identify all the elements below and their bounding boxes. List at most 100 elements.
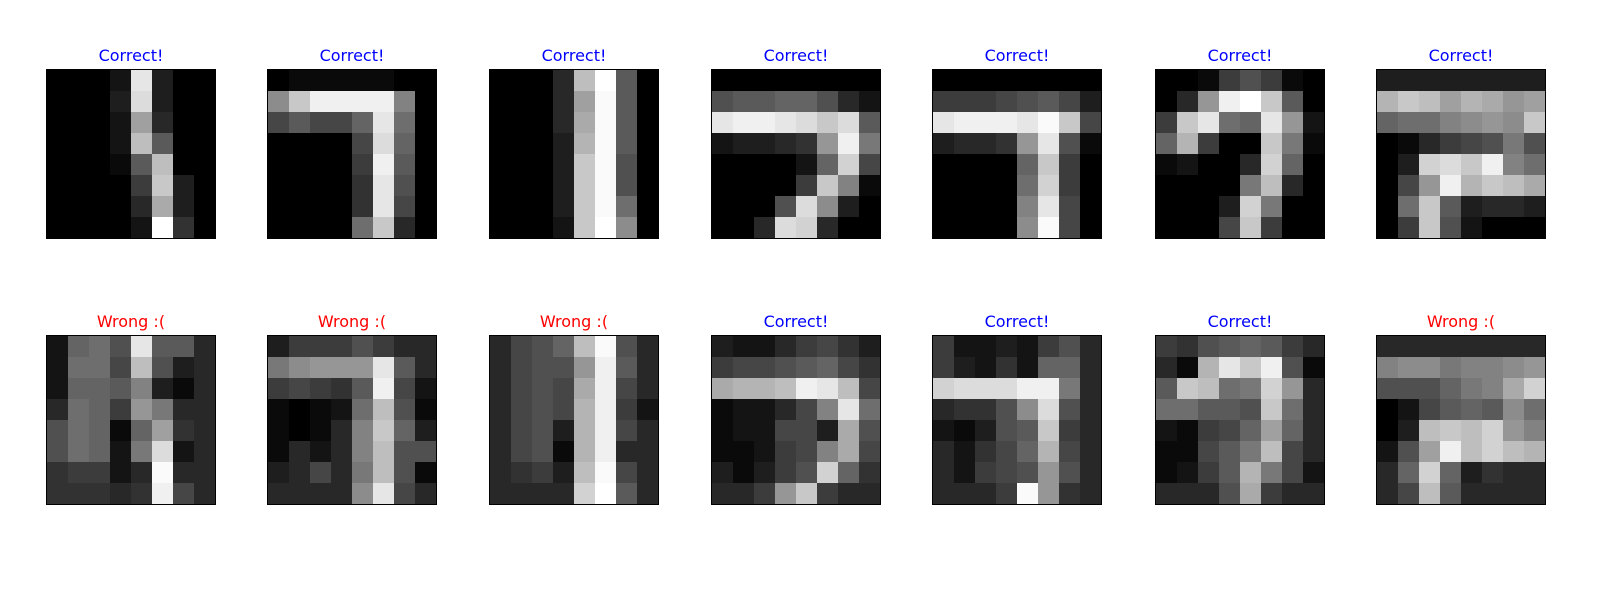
pixel — [975, 483, 996, 504]
pixel — [1524, 91, 1545, 112]
pixel — [637, 441, 658, 462]
pixel — [89, 217, 110, 238]
pixel — [1419, 196, 1440, 217]
pixel — [996, 175, 1017, 196]
pixel — [574, 196, 595, 217]
pixel — [796, 441, 817, 462]
pixel — [1017, 378, 1038, 399]
pixel — [1219, 441, 1240, 462]
pixel — [1461, 420, 1482, 441]
pixel — [1261, 336, 1282, 357]
panel-title: Correct! — [319, 46, 385, 65]
pixel — [1377, 420, 1398, 441]
pixel — [1261, 217, 1282, 238]
pixel — [954, 462, 975, 483]
pixel — [152, 196, 173, 217]
pixel — [838, 357, 859, 378]
pixel — [817, 462, 838, 483]
pixel — [1398, 196, 1419, 217]
pixel — [1177, 399, 1198, 420]
pixel — [1261, 91, 1282, 112]
pixel — [1059, 217, 1080, 238]
pixel — [954, 133, 975, 154]
pixel — [553, 196, 574, 217]
pixel — [1177, 441, 1198, 462]
pixel — [1503, 420, 1524, 441]
pixel — [47, 70, 68, 91]
pixel — [1177, 378, 1198, 399]
pixel — [553, 357, 574, 378]
pixel — [1461, 483, 1482, 504]
pixel — [1398, 441, 1419, 462]
pixel — [394, 399, 415, 420]
pixel — [194, 336, 215, 357]
pixel — [595, 112, 616, 133]
pixel — [352, 175, 373, 196]
pixel — [1398, 357, 1419, 378]
pixel — [352, 154, 373, 175]
pixel — [616, 441, 637, 462]
pixel — [110, 91, 131, 112]
pixel — [68, 357, 89, 378]
pixel — [954, 217, 975, 238]
pixel — [47, 441, 68, 462]
pixel — [1377, 378, 1398, 399]
pixel — [595, 91, 616, 112]
pixel — [268, 91, 289, 112]
pixel — [511, 357, 532, 378]
pixel — [511, 420, 532, 441]
pixel — [1080, 483, 1101, 504]
pixel — [1503, 462, 1524, 483]
pixel — [532, 70, 553, 91]
pixel — [490, 112, 511, 133]
pixel — [1198, 196, 1219, 217]
pixel — [1440, 175, 1461, 196]
pixel — [954, 399, 975, 420]
pixel — [796, 378, 817, 399]
pixel — [1017, 196, 1038, 217]
pixel — [331, 217, 352, 238]
pixel — [996, 217, 1017, 238]
pixel — [289, 154, 310, 175]
pixel — [1482, 399, 1503, 420]
pixel — [595, 357, 616, 378]
pixel — [331, 336, 352, 357]
pixel — [754, 399, 775, 420]
pixel — [817, 70, 838, 91]
panel-title: Wrong :( — [1426, 312, 1496, 331]
pixel — [933, 196, 954, 217]
pixel — [1156, 112, 1177, 133]
pixel — [47, 196, 68, 217]
pixel — [1240, 112, 1261, 133]
pixel — [511, 91, 532, 112]
pixel — [975, 70, 996, 91]
pixel — [415, 154, 436, 175]
pixel — [289, 441, 310, 462]
pixel — [1282, 462, 1303, 483]
pixel — [352, 70, 373, 91]
pixel — [975, 357, 996, 378]
pixel — [1461, 399, 1482, 420]
pixel — [1503, 441, 1524, 462]
pixel — [47, 133, 68, 154]
pixel — [1017, 154, 1038, 175]
pixel — [331, 483, 352, 504]
pixel — [1419, 217, 1440, 238]
pixel — [1080, 196, 1101, 217]
pixel — [68, 70, 89, 91]
pixel — [1377, 462, 1398, 483]
pixel — [173, 441, 194, 462]
pixel — [859, 154, 880, 175]
pixel — [1503, 336, 1524, 357]
panel-title: Correct! — [1428, 46, 1494, 65]
pixel — [532, 462, 553, 483]
pixel — [1482, 336, 1503, 357]
pixel — [595, 133, 616, 154]
pixel — [574, 420, 595, 441]
pixel — [1503, 378, 1524, 399]
pixel — [754, 196, 775, 217]
pixel — [1059, 70, 1080, 91]
pixel — [1177, 336, 1198, 357]
pixel — [733, 196, 754, 217]
pixel — [1482, 133, 1503, 154]
